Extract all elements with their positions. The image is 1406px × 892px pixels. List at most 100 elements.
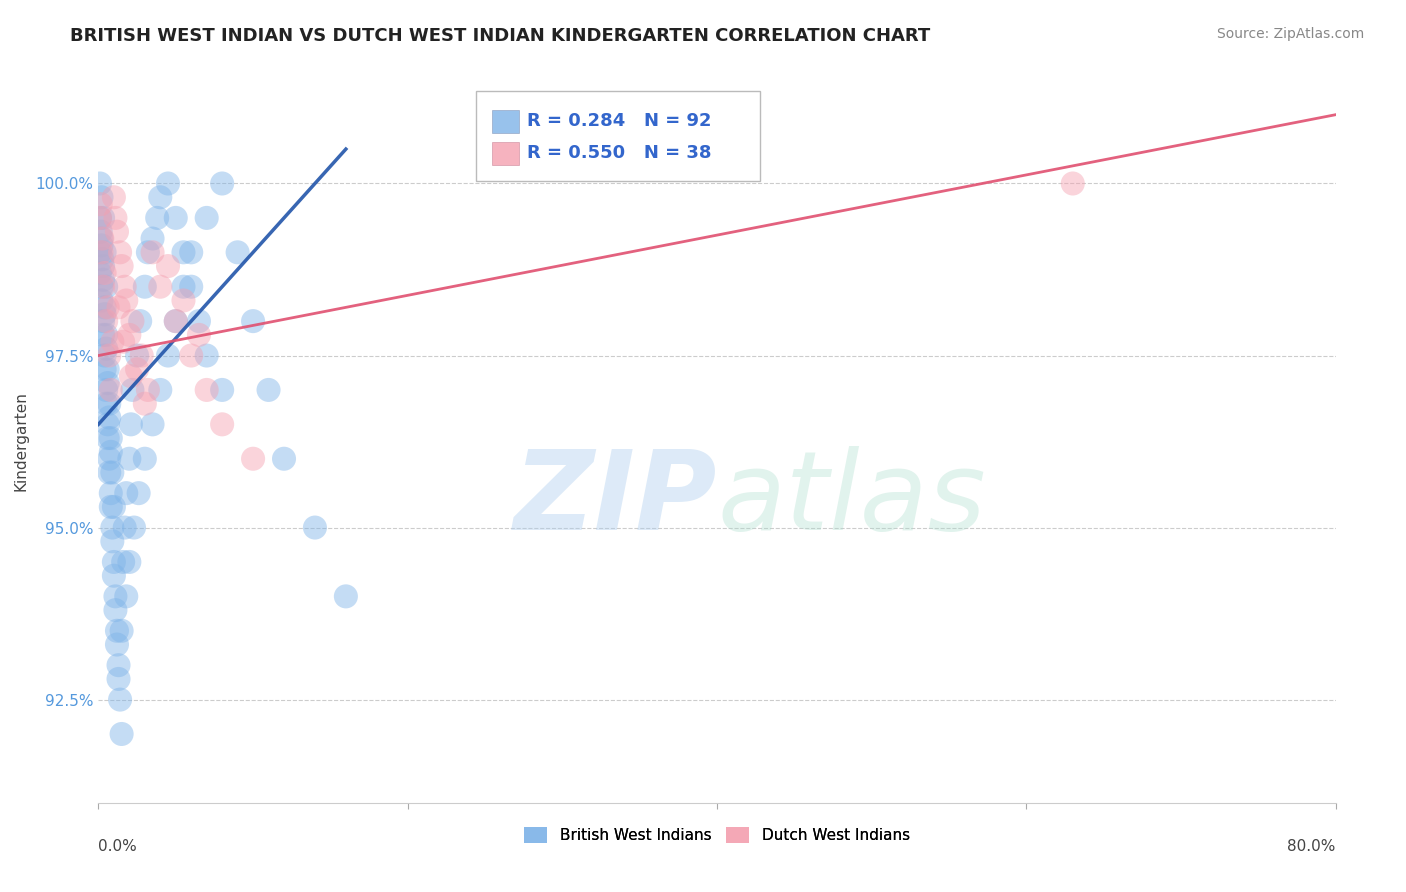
Point: [136, 245, 159, 260]
Point: [172, 245, 194, 260]
Point: [112, 555, 135, 569]
Point: [122, 520, 145, 534]
Point: [211, 177, 233, 191]
Point: [107, 672, 129, 686]
Point: [98, 466, 121, 480]
Point: [96, 342, 118, 356]
Point: [105, 225, 128, 239]
Point: [107, 658, 129, 673]
Point: [100, 383, 122, 397]
Point: [91, 327, 114, 342]
Point: [100, 431, 122, 445]
Point: [105, 624, 128, 638]
Point: [104, 590, 127, 604]
Text: 80.0%: 80.0%: [1288, 838, 1336, 854]
Point: [172, 293, 194, 308]
Point: [98, 397, 121, 411]
Point: [90, 225, 112, 239]
Text: Source: ZipAtlas.com: Source: ZipAtlas.com: [1216, 27, 1364, 41]
Point: [146, 211, 169, 225]
Point: [120, 417, 142, 432]
Point: [96, 279, 118, 293]
Point: [91, 231, 114, 245]
Point: [141, 245, 165, 260]
Point: [134, 279, 156, 293]
Point: [157, 349, 180, 363]
Text: R = 0.550   N = 38: R = 0.550 N = 38: [526, 145, 711, 162]
Point: [195, 211, 218, 225]
Point: [97, 376, 120, 390]
Point: [90, 245, 112, 260]
Point: [91, 314, 114, 328]
Point: [90, 231, 112, 245]
Point: [101, 466, 124, 480]
Point: [93, 266, 115, 280]
Point: [96, 397, 118, 411]
Point: [97, 417, 120, 432]
Y-axis label: Kindergarten: Kindergarten: [14, 392, 28, 491]
Point: [211, 417, 233, 432]
Point: [1062, 177, 1084, 191]
Point: [90, 197, 112, 211]
Text: 0.0%: 0.0%: [98, 838, 138, 854]
Point: [257, 383, 280, 397]
Point: [118, 451, 141, 466]
Point: [226, 245, 249, 260]
Point: [90, 190, 112, 204]
Point: [103, 500, 125, 514]
Point: [93, 349, 115, 363]
Point: [89, 211, 111, 225]
Point: [180, 279, 202, 293]
Point: [91, 211, 114, 225]
Point: [157, 177, 180, 191]
Point: [108, 245, 131, 260]
Point: [97, 431, 120, 445]
Point: [121, 314, 143, 328]
Text: BRITISH WEST INDIAN VS DUTCH WEST INDIAN KINDERGARTEN CORRELATION CHART: BRITISH WEST INDIAN VS DUTCH WEST INDIAN…: [70, 27, 931, 45]
Point: [211, 383, 233, 397]
Point: [90, 238, 112, 252]
Point: [101, 520, 124, 534]
Point: [118, 555, 141, 569]
Point: [149, 279, 172, 293]
Point: [89, 266, 111, 280]
FancyBboxPatch shape: [475, 91, 761, 181]
Point: [304, 520, 326, 534]
Point: [97, 362, 120, 376]
Point: [89, 211, 111, 225]
Point: [172, 279, 194, 293]
Point: [105, 638, 128, 652]
Point: [98, 410, 121, 425]
Text: atlas: atlas: [717, 446, 986, 553]
Point: [115, 486, 138, 500]
Point: [91, 279, 114, 293]
Point: [112, 334, 135, 349]
Point: [136, 383, 159, 397]
Point: [120, 369, 142, 384]
Point: [195, 383, 218, 397]
Point: [127, 362, 149, 376]
Point: [111, 259, 132, 273]
Point: [195, 349, 218, 363]
Point: [128, 486, 150, 500]
Point: [180, 245, 202, 260]
Point: [242, 314, 264, 328]
Point: [91, 273, 114, 287]
Point: [93, 307, 115, 321]
Point: [90, 279, 112, 293]
Point: [180, 349, 202, 363]
Point: [98, 349, 121, 363]
Point: [108, 692, 131, 706]
Point: [103, 555, 125, 569]
Point: [157, 259, 180, 273]
Legend: British West Indians, Dutch West Indians: British West Indians, Dutch West Indians: [519, 822, 915, 849]
Point: [149, 190, 172, 204]
Point: [96, 327, 118, 342]
Point: [101, 534, 124, 549]
Text: ZIP: ZIP: [513, 446, 717, 553]
Point: [91, 252, 114, 267]
Point: [103, 568, 125, 582]
Point: [114, 520, 136, 534]
Point: [165, 314, 187, 328]
Point: [111, 727, 132, 741]
